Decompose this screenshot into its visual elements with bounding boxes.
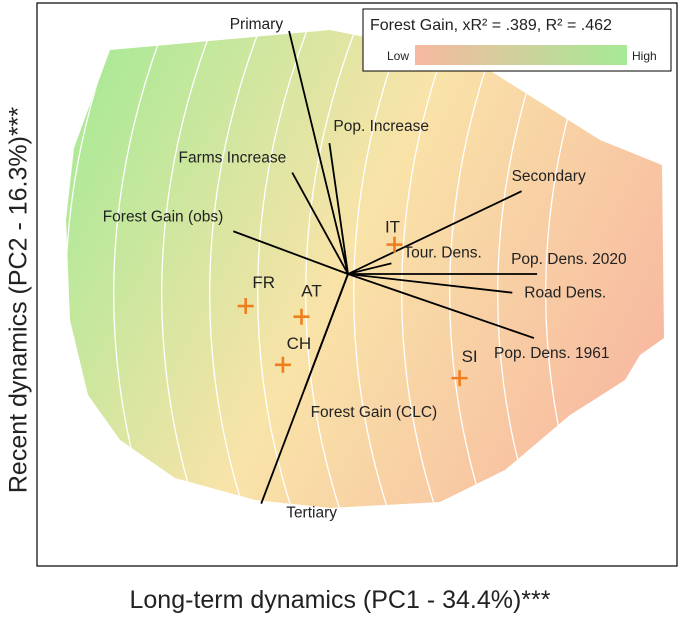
contour-line (209, 30, 268, 508)
legend-title: Forest Gain, xR² = .389, R² = .462 (370, 17, 612, 34)
point-label: IT (385, 218, 400, 237)
loading-vector (347, 273, 513, 294)
loading-vector (347, 273, 535, 339)
legend-low-label: Low (387, 49, 409, 63)
loading-vector (347, 190, 522, 275)
contour-line (305, 30, 364, 508)
loading-label: Secondary (512, 168, 586, 185)
point-marker (293, 308, 310, 325)
point-marker (237, 298, 254, 315)
point-marker (451, 370, 468, 387)
loading-label: Pop. Dens. 2020 (511, 251, 627, 268)
loading-label: Tour. Dens. (403, 244, 481, 261)
point-label: AT (301, 282, 321, 301)
legend-colorbar (415, 45, 627, 65)
point-marker (386, 236, 403, 253)
loading-vector (328, 143, 349, 275)
loading-label: Forest Gain (CLC) (311, 404, 438, 421)
legend: Forest Gain, xR² = .389, R² = .462 Low H… (362, 8, 672, 72)
point-marker (274, 356, 291, 373)
legend-high-label: High (632, 49, 657, 63)
contour-line (449, 30, 508, 508)
contour-line (401, 30, 460, 508)
point-label: SI (462, 347, 478, 366)
contour-line (353, 30, 412, 508)
y-axis-title: Recent dynamics (PC2 - 16.3%)*** (4, 106, 33, 494)
x-axis-title: Long-term dynamics (PC1 - 34.4%)*** (129, 586, 551, 614)
loading-label: Forest Gain (obs) (103, 208, 224, 225)
loading-vector (347, 262, 392, 275)
contour-line (257, 30, 316, 508)
point-label: CH (287, 334, 312, 353)
country-points: IT FR AT CH SI (237, 218, 478, 387)
loading-vectors: Primary Pop. Increase Farms Increase Forest… (103, 16, 627, 522)
loading-label: Pop. Dens. 1961 (494, 345, 609, 362)
loading-label: Farms Increase (179, 150, 287, 167)
loading-vector (232, 230, 349, 275)
point-label: FR (252, 273, 275, 292)
loading-vector (288, 30, 349, 275)
plot-frame (36, 2, 678, 567)
loading-label: Pop. Increase (333, 118, 429, 135)
contour-line (161, 30, 220, 508)
loading-label: Road Dens. (524, 285, 606, 302)
loading-label: Primary (230, 16, 284, 33)
loading-vector (260, 273, 349, 504)
loading-vector (291, 172, 349, 275)
loading-label: Tertiary (286, 505, 337, 522)
